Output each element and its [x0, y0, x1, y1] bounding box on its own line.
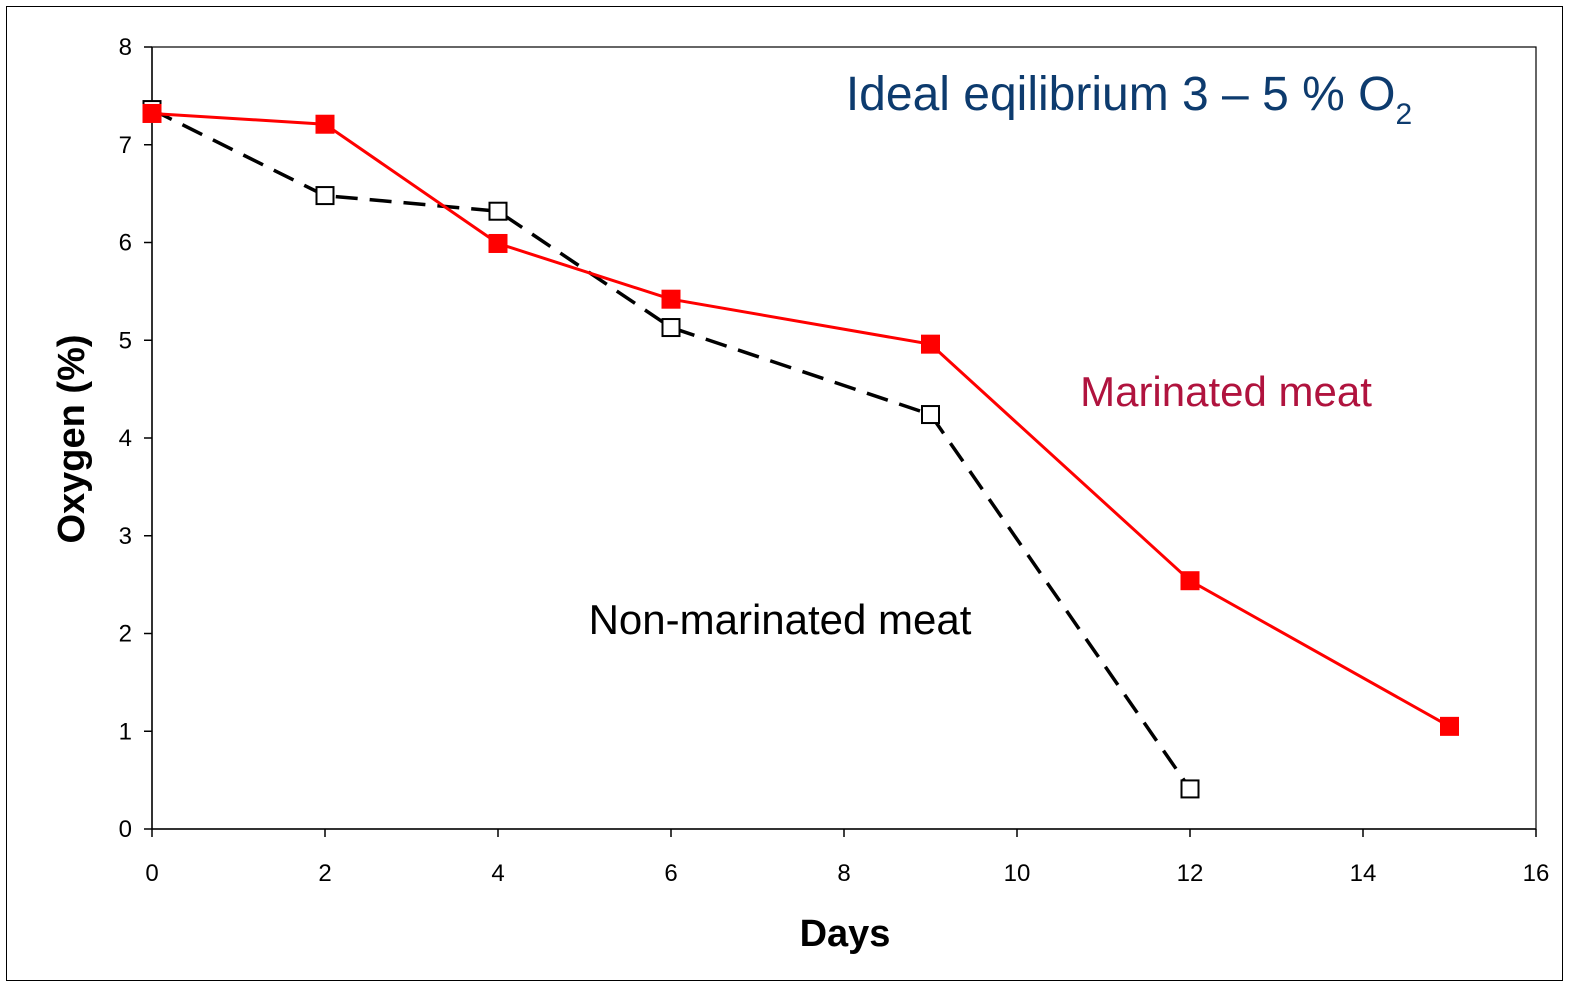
- x-tick-label: 10: [1004, 860, 1031, 887]
- axes: [151, 46, 1537, 830]
- y-tick-label: 2: [119, 621, 132, 648]
- plot-area-border: [151, 46, 1537, 830]
- y-tick-label: 6: [119, 230, 132, 257]
- chart-frame: [6, 6, 1563, 981]
- annotation-non-marinated-meat: Non-marinated meat: [589, 596, 972, 643]
- x-tick-label: 14: [1350, 860, 1377, 887]
- x-tick-label: 2: [318, 860, 331, 887]
- series-markers: [142, 100, 1459, 799]
- x-axis-label: Days: [800, 913, 891, 955]
- y-tick-label: 8: [119, 34, 132, 61]
- y-tick-label: 1: [119, 718, 132, 745]
- annotation-ideal-subscript: 2: [1395, 98, 1412, 131]
- y-tick-label: 7: [119, 132, 132, 159]
- annotation-ideal-equilibrium: Ideal eqilibrium 3 – 5 % O2: [846, 68, 1412, 131]
- y-tick-label: 3: [119, 523, 132, 550]
- non-marinated-data-point: [488, 201, 508, 221]
- non-marinated-data-point: [661, 318, 681, 338]
- series-lines: [151, 108, 1451, 790]
- x-tick-label: 8: [837, 860, 850, 887]
- annotation-ideal-main: Ideal eqilibrium 3 – 5 % O: [846, 68, 1396, 121]
- x-tick-label: 0: [145, 860, 158, 887]
- x-tick-label: 12: [1177, 860, 1204, 887]
- marinated-data-point: [488, 233, 508, 253]
- non-marinated-data-point: [1180, 779, 1200, 799]
- marinated-data-point: [921, 334, 940, 354]
- non-marinated-data-point: [315, 186, 335, 206]
- y-tick-label: 5: [119, 327, 132, 354]
- marinated-data-point: [142, 103, 162, 123]
- marinated-data-point: [315, 114, 335, 134]
- marinated-data-point: [1440, 716, 1459, 736]
- x-tick-label: 6: [664, 860, 677, 887]
- non-marinated-data-point: [921, 405, 940, 425]
- tick-marks: [144, 46, 1537, 837]
- y-tick-label: 0: [119, 816, 132, 843]
- x-tick-label: 4: [491, 860, 504, 887]
- y-tick-label: 4: [119, 425, 132, 452]
- annotation-marinated-meat: Marinated meat: [1080, 368, 1372, 415]
- y-axis-label: Oxygen (%): [51, 334, 93, 543]
- non-marinated-series-line: [151, 108, 1192, 790]
- x-tick-label: 16: [1523, 860, 1550, 887]
- marinated-data-point: [1180, 571, 1200, 591]
- marinated-data-point: [661, 289, 681, 309]
